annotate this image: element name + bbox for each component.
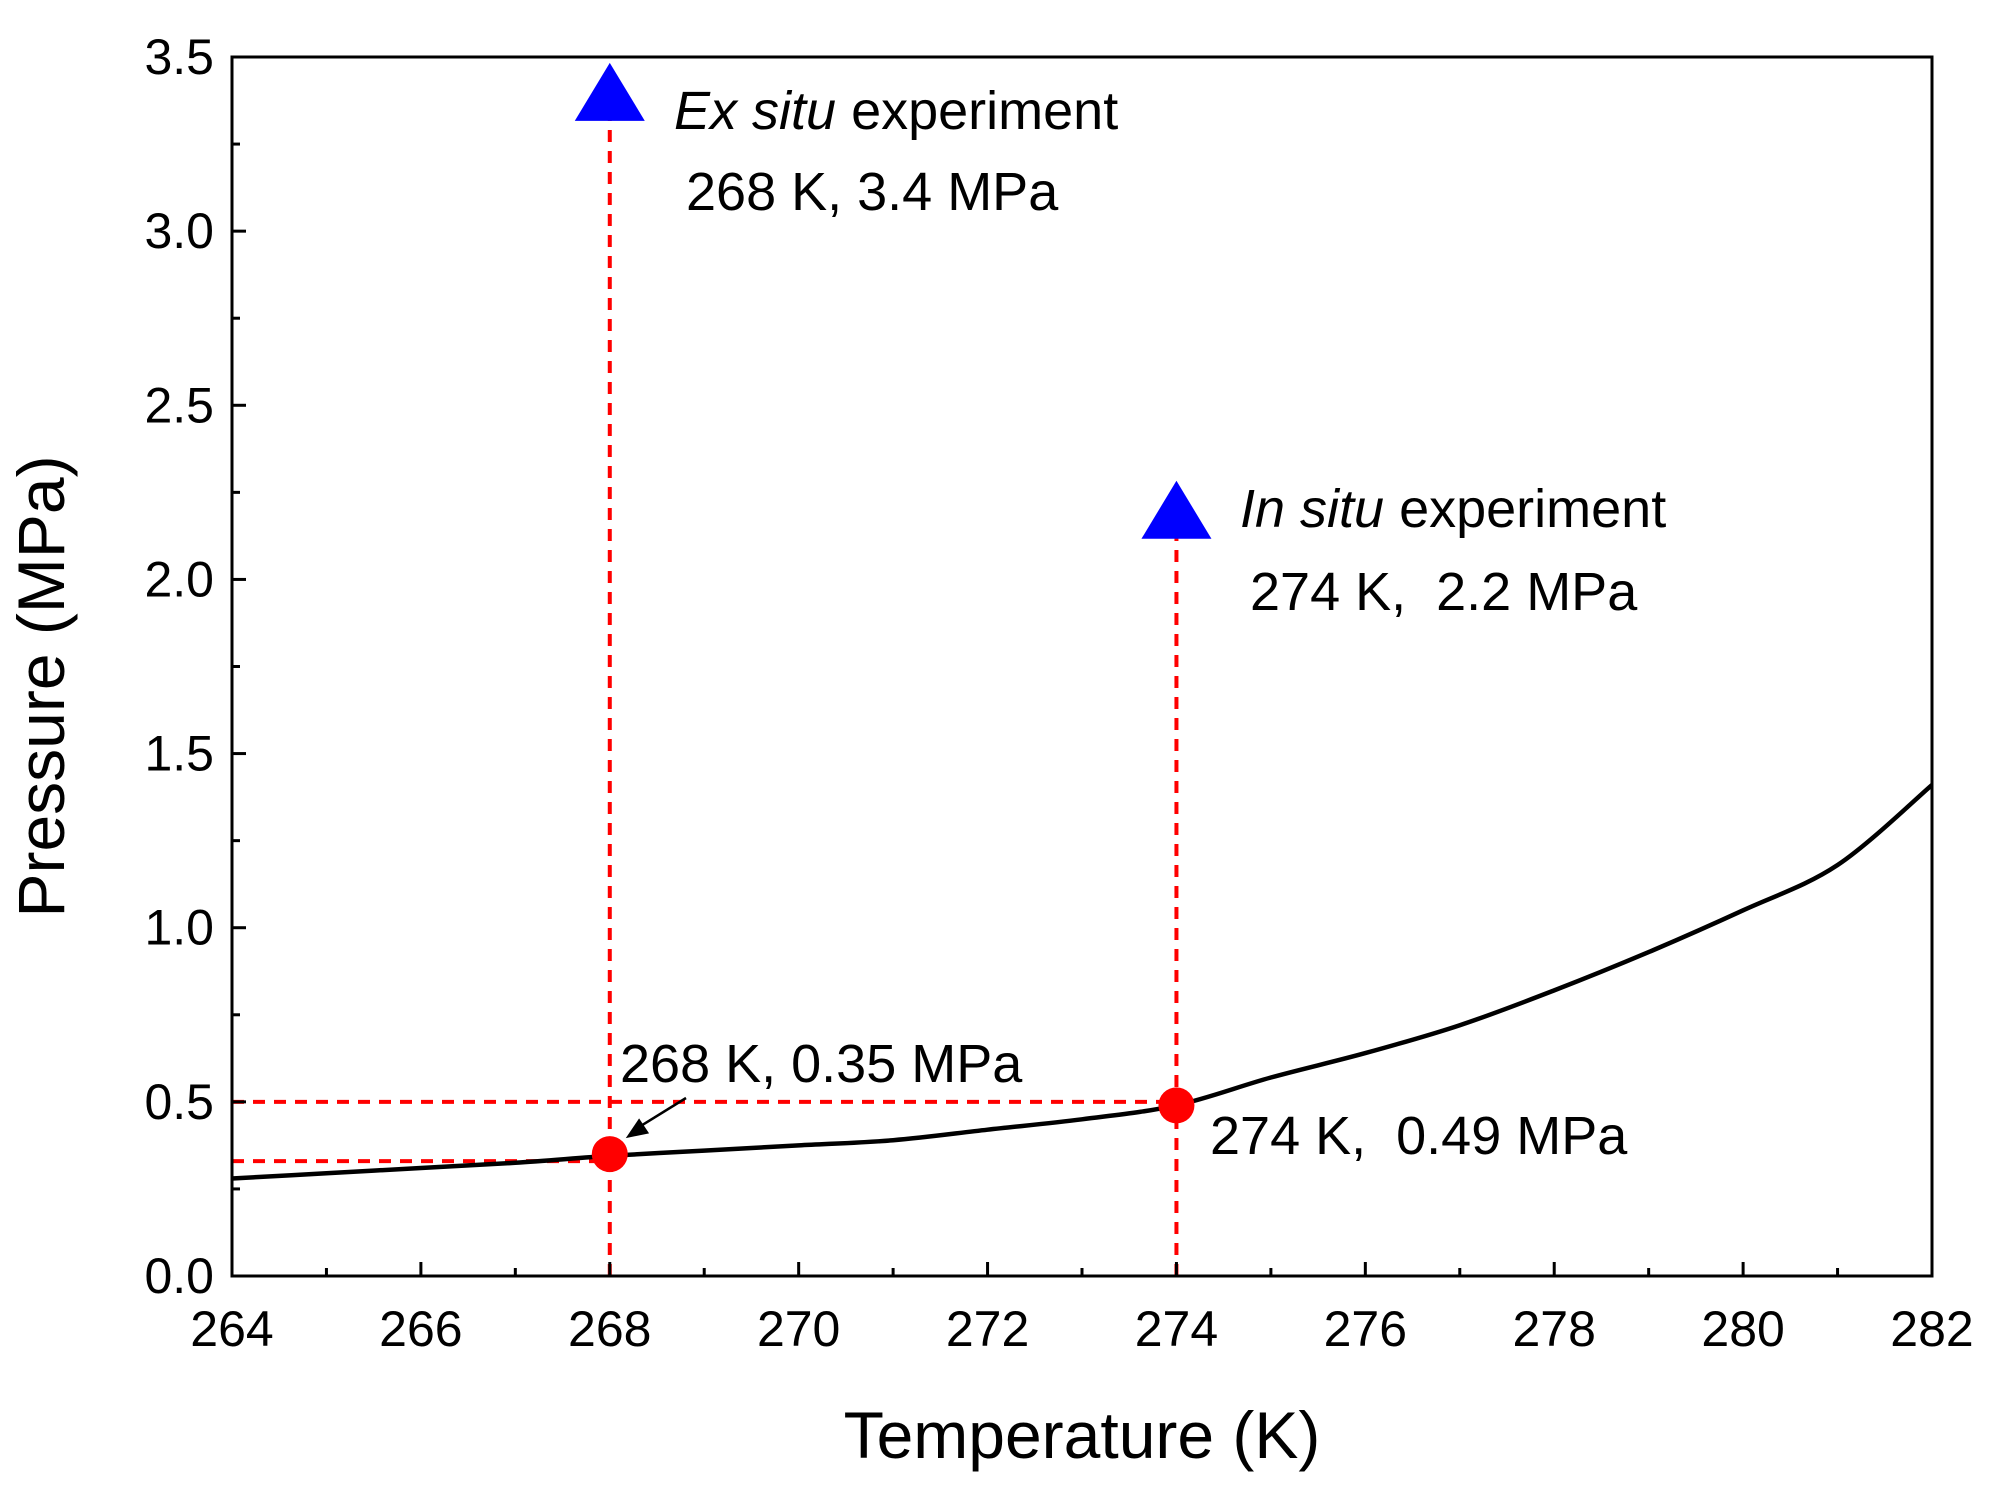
in-situ-value-label: 274 K, 2.2 MPa [1250, 562, 1638, 622]
x-tick-label: 280 [1701, 1301, 1784, 1357]
y-tick-label: 1.0 [144, 900, 214, 956]
x-axis-title: Temperature (K) [844, 1398, 1321, 1472]
equilibrium-curve [231, 783, 1934, 1181]
x-tick-label: 264 [190, 1301, 273, 1357]
y-tick-label: 1.5 [144, 726, 214, 782]
y-tick-label: 0.5 [144, 1074, 214, 1130]
marker-layer [574, 62, 1212, 1173]
in-situ-equilibrium-label: 274 K, 0.49 MPa [1210, 1106, 1628, 1166]
x-tick-label: 278 [1513, 1301, 1596, 1357]
x-tick-label: 268 [568, 1301, 651, 1357]
in-situ-label-italic: In situ [1240, 479, 1384, 539]
x-tick-label: 274 [1135, 1301, 1218, 1357]
ex-situ-label-italic: Ex situ [674, 81, 836, 141]
ex-situ-eq-circle-marker [591, 1136, 628, 1173]
x-tick-label: 282 [1890, 1301, 1973, 1357]
ex-situ-equilibrium-label: 268 K, 0.35 MPa [620, 1034, 1023, 1094]
y-tick-label: 2.0 [144, 551, 214, 607]
ex-situ-label: Ex situ experiment [674, 81, 1118, 141]
ex-situ-label-rest: experiment [836, 81, 1118, 141]
ex-situ-triangle-marker [574, 62, 645, 121]
y-axis: 0.0 0.5 1.0 1.5 2.0 2.5 3.0 3.5 [144, 29, 246, 1304]
arrow-line [635, 1096, 687, 1131]
y-tick-label: 3.5 [144, 29, 214, 85]
ex-situ-value-label: 268 K, 3.4 MPa [686, 162, 1059, 222]
curve-layer [231, 783, 1934, 1181]
in-situ-label-rest: experiment [1384, 479, 1666, 539]
y-tick-label: 0.0 [144, 1248, 214, 1304]
x-tick-label: 266 [379, 1301, 462, 1357]
x-tick-label: 270 [757, 1301, 840, 1357]
y-axis-title: Pressure (MPa) [4, 455, 78, 917]
in-situ-eq-circle-marker [1158, 1087, 1195, 1124]
y-tick-label: 3.0 [144, 203, 214, 259]
in-situ-label: In situ experiment [1240, 479, 1666, 539]
x-tick-label: 272 [946, 1301, 1029, 1357]
x-axis: 264 266 268 270 272 274 276 278 280 282 [190, 1262, 1974, 1357]
plot-frame [230, 55, 1934, 1278]
guide-lines [232, 91, 1179, 1276]
x-tick-label: 276 [1324, 1301, 1407, 1357]
y-tick-label: 2.5 [144, 377, 214, 433]
in-situ-triangle-marker [1141, 480, 1212, 539]
pointer-arrow [625, 1096, 687, 1139]
arrow-head [625, 1118, 650, 1139]
